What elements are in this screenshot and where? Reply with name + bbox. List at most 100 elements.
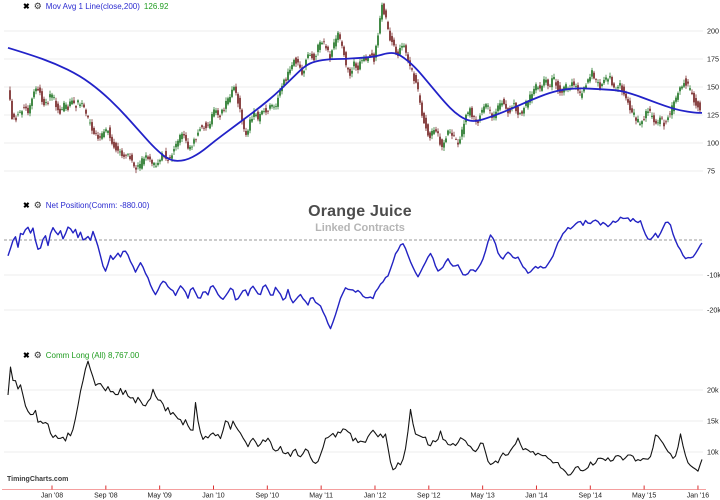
candle-body <box>517 106 519 115</box>
candle-body <box>621 85 623 92</box>
remove-indicator-icon[interactable]: ✖ <box>23 350 30 360</box>
indicator-settings-gear-icon[interactable]: ⚙ <box>33 1 42 11</box>
candle-body <box>61 109 63 111</box>
candle-body <box>379 18 381 34</box>
candle-body <box>315 55 317 57</box>
candle-body <box>451 132 453 136</box>
candle-body <box>343 46 345 56</box>
candle-body <box>147 156 149 159</box>
candle-body <box>255 114 257 117</box>
candle-body <box>357 65 359 70</box>
candle-body <box>221 109 223 114</box>
candle-body <box>651 115 653 118</box>
candle-body <box>113 141 115 148</box>
remove-indicator-icon[interactable]: ✖ <box>23 200 30 210</box>
candle-body <box>429 132 431 139</box>
candle-body <box>199 129 201 131</box>
candle-body <box>13 113 15 118</box>
candle-body <box>593 72 595 79</box>
x-axis-tick-label: Sep '10 <box>256 493 280 500</box>
candle-body <box>575 86 577 87</box>
remove-indicator-icon[interactable]: ✖ <box>23 1 30 11</box>
candle-body <box>153 162 155 166</box>
candle-body <box>47 102 49 104</box>
candle-body <box>197 132 199 136</box>
candle-body <box>427 124 429 136</box>
candle-body <box>677 93 679 100</box>
candle-body <box>169 157 171 159</box>
candle-body <box>633 112 635 115</box>
candle-body <box>323 41 325 43</box>
candle-body <box>529 94 531 103</box>
x-axis-tick-label: Jan '08 <box>41 493 63 500</box>
candle-body <box>489 109 491 111</box>
candle-body <box>373 53 375 62</box>
candle-body <box>173 149 175 152</box>
candle-body <box>671 105 673 116</box>
candle-body <box>261 110 263 115</box>
net-position-indicator-label[interactable]: Net Position(Comm: -880.00) <box>45 200 150 210</box>
candle-body <box>605 77 607 80</box>
candle-body <box>211 114 213 125</box>
candle-body <box>219 115 221 118</box>
candle-body <box>625 93 627 99</box>
x-axis-tick-label: May '09 <box>148 493 172 500</box>
comm-long-indicator-label[interactable]: Comm Long (All) 8,767.00 <box>45 350 140 360</box>
candle-body <box>223 109 225 111</box>
candle-body <box>635 117 637 121</box>
candle-body <box>53 97 55 98</box>
candle-body <box>441 139 443 147</box>
candle-body <box>591 70 593 77</box>
x-axis-tick-label: Sep '08 <box>94 493 118 500</box>
candle-body <box>483 106 485 113</box>
candle-body <box>107 130 109 133</box>
candle-body <box>381 4 383 20</box>
candle-body <box>443 142 445 148</box>
candle-body <box>631 108 633 113</box>
candle-body <box>139 163 141 169</box>
candle-body <box>325 45 327 49</box>
candle-body <box>421 102 423 116</box>
candle-body <box>181 133 183 140</box>
x-axis-tick-label: May '11 <box>309 493 333 500</box>
candle-body <box>587 79 589 83</box>
candle-body <box>545 79 547 83</box>
candle-body <box>585 85 587 89</box>
candle-body <box>133 162 135 167</box>
candle-body <box>659 117 661 124</box>
candle-body <box>97 134 99 139</box>
candle-body <box>295 57 297 64</box>
price-indicator-label[interactable]: Mov Avg 1 Line(close,200) <box>45 1 140 11</box>
x-axis-tick-label: Jan '14 <box>525 493 547 500</box>
candle-body <box>289 69 291 74</box>
candle-body <box>685 78 687 86</box>
candle-body <box>609 76 611 78</box>
candle-body <box>293 59 295 66</box>
candle-body <box>39 87 41 93</box>
candle-body <box>167 160 169 161</box>
candle-body <box>105 129 107 132</box>
candle-body <box>555 82 557 86</box>
candle-body <box>393 39 395 46</box>
candle-body <box>161 153 163 161</box>
candle-body <box>265 108 267 113</box>
candle-body <box>561 89 563 93</box>
candle-body <box>683 83 685 87</box>
candle-body <box>359 61 361 70</box>
candle-body <box>435 129 437 132</box>
candle-body <box>317 44 319 53</box>
candle-body <box>485 104 487 108</box>
candle-body <box>77 100 79 103</box>
candle-body <box>287 71 289 81</box>
candle-body <box>313 53 315 61</box>
candle-body <box>437 131 439 134</box>
indicator-settings-gear-icon[interactable]: ⚙ <box>33 350 42 360</box>
candle-body <box>497 105 499 112</box>
candle-body <box>679 87 681 92</box>
candle-body <box>297 59 299 63</box>
candle-body <box>51 94 53 98</box>
candle-body <box>11 100 13 120</box>
candle-body <box>99 136 101 138</box>
indicator-settings-gear-icon[interactable]: ⚙ <box>33 200 42 210</box>
